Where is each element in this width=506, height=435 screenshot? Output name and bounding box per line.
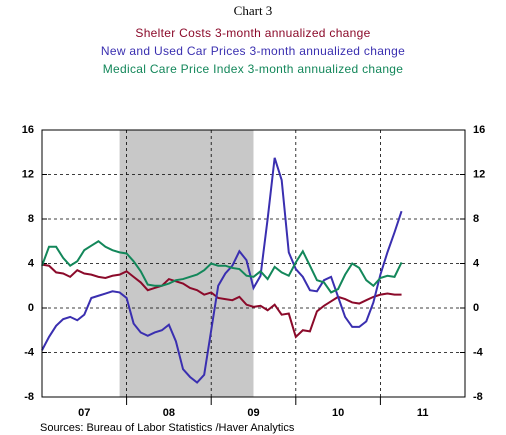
y2-tick-label: -4 <box>473 346 484 358</box>
y-tick-label: 4 <box>28 257 35 269</box>
chart-title: Chart 3 <box>234 3 273 18</box>
y-tick-label: 12 <box>22 168 34 180</box>
y-tick-label: 8 <box>28 213 34 225</box>
series-line <box>41 240 403 294</box>
legend-entry: Shelter Costs 3-month annualized change <box>135 26 370 40</box>
y2-tick-label: 8 <box>473 213 479 225</box>
series-line <box>41 263 402 339</box>
x-tick-label: 10 <box>332 407 344 419</box>
legend-entry: Medical Care Price Index 3-month annuali… <box>103 62 404 76</box>
y-tick-label: -8 <box>24 391 34 403</box>
legend-entry: New and Used Car Prices 3-month annualiz… <box>101 44 405 58</box>
plot-frame <box>41 129 466 398</box>
y-tick-label: 0 <box>28 302 34 314</box>
y2-tick-label: 4 <box>473 257 480 269</box>
y2-tick-label: 12 <box>473 168 485 180</box>
y-tick-label: 16 <box>22 124 34 136</box>
y2-tick-label: 0 <box>473 302 479 314</box>
y-tick-label: -4 <box>24 346 35 358</box>
y2-tick-label: 16 <box>473 124 485 136</box>
x-tick-label: 07 <box>78 407 90 419</box>
x-tick-label: 11 <box>417 407 429 419</box>
x-tick-label: 08 <box>163 407 175 419</box>
series-line <box>41 157 403 384</box>
x-tick-label: 09 <box>247 407 259 419</box>
y2-tick-label: -8 <box>473 391 483 403</box>
source-note: Sources: Bureau of Labor Statistics /Hav… <box>40 422 295 434</box>
